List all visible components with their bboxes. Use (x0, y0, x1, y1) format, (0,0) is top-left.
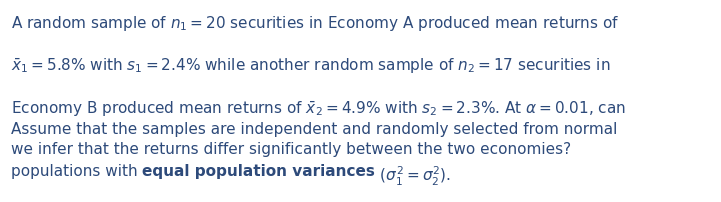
Text: A random sample of $n_1 = 20$ securities in Economy A produced mean returns of: A random sample of $n_1 = 20$ securities… (11, 14, 619, 33)
Text: Economy B produced mean returns of $\bar{x}_2 = 4.9\%$ with $s_2 = 2.3\%$. At $\: Economy B produced mean returns of $\bar… (11, 99, 626, 118)
Text: Assume that the samples are independent and randomly selected from normal: Assume that the samples are independent … (11, 121, 617, 136)
Text: $(\sigma_1^{2} = \sigma_2^{2})$.: $(\sigma_1^{2} = \sigma_2^{2})$. (375, 164, 451, 187)
Text: populations with: populations with (11, 164, 142, 179)
Text: equal population variances: equal population variances (142, 164, 375, 179)
Text: $\bar{x}_1 = 5.8\%$ with $s_1 = 2.4\%$ while another random sample of $n_2 = 17$: $\bar{x}_1 = 5.8\%$ with $s_1 = 2.4\%$ w… (11, 57, 610, 76)
Text: we infer that the returns differ significantly between the two economies?: we infer that the returns differ signifi… (11, 141, 571, 156)
